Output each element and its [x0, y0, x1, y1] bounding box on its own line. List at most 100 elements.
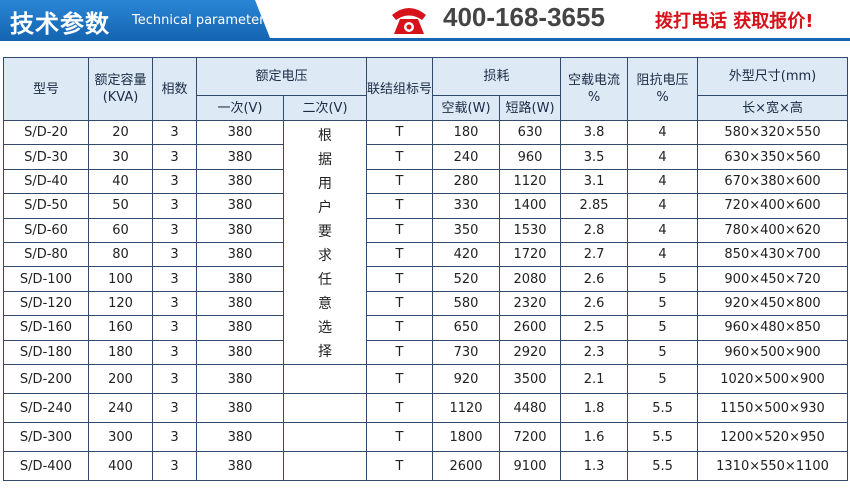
cell: 960×500×900	[697, 339, 849, 366]
cell: 2320	[499, 290, 562, 317]
cell: 670×380×600	[697, 168, 849, 195]
cell: T	[366, 315, 434, 341]
table-row: S/D-300 300 3 380 T 1800 7200 1.6 5.5 1200×520×95…	[3, 422, 849, 452]
cell: 780×400×620	[697, 217, 849, 243]
table-row: S/D-120 120 3 380 T 580 2320 2.6 5 920×450×800	[3, 290, 849, 317]
cell: 200	[88, 364, 153, 394]
cell	[282, 451, 368, 481]
cell: T	[366, 393, 434, 423]
cell: 720×400×600	[697, 193, 849, 219]
cell: 1720	[499, 241, 562, 268]
cell: 1400	[499, 193, 562, 219]
cell: 1.6	[560, 422, 629, 452]
cell: 3	[152, 144, 197, 170]
cell: S/D-120	[3, 290, 89, 317]
cell: 180	[432, 119, 501, 146]
table-row: S/D-200 200 3 380 T 920 3500 2.1 5 1020×500×900	[3, 364, 849, 394]
col-header: 阻抗电压%	[627, 57, 699, 121]
cell	[282, 422, 368, 452]
cell: 5.5	[627, 451, 699, 481]
col-header: 额定容量(KVA)	[88, 57, 153, 121]
cell: S/D-20	[3, 119, 89, 146]
cell: 3	[152, 266, 197, 292]
call-to-action[interactable]: 拨打电话 获取报价!	[655, 11, 814, 32]
cell: 350	[432, 217, 501, 243]
col-header-unit: %	[656, 90, 669, 105]
cell: 60	[88, 217, 153, 243]
cell: 650	[432, 315, 501, 341]
cell: 5	[627, 315, 699, 341]
cell: 3	[152, 364, 197, 394]
table-row: S/D-50 50 3 380 T 330 1400 2.85 4 720×400×600	[3, 193, 849, 219]
table-row: S/D-80 80 3 380 T 420 1720 2.7 4 850×430×700	[3, 241, 849, 268]
cell: 2.7	[560, 241, 629, 268]
cell: 3.5	[560, 144, 629, 170]
cell: 2.6	[560, 290, 629, 317]
phone-number: 400-168-3655	[443, 2, 605, 32]
cell: 280	[432, 168, 501, 195]
cell: 1020×500×900	[697, 364, 849, 394]
cell: 4480	[499, 393, 562, 423]
cell: 380	[196, 168, 284, 195]
col-header-unit: %	[587, 90, 601, 105]
table-row: S/D-240 240 3 380 T 1120 4480 1.8 5.5 1150×500×93…	[3, 393, 849, 423]
cell: 240	[432, 144, 501, 170]
cell: 4	[627, 119, 699, 146]
cell: S/D-200	[3, 364, 89, 394]
col-header-text: 阻抗电压	[636, 73, 689, 88]
cell: S/D-240	[3, 393, 89, 423]
cell: 9100	[499, 451, 562, 481]
col-header: 二次(V)	[282, 95, 368, 121]
cell: 3	[152, 290, 197, 317]
cell: S/D-100	[3, 266, 89, 292]
cell: 3	[152, 241, 197, 268]
cell: 3	[152, 168, 197, 195]
cell: T	[366, 168, 434, 195]
cell: 380	[196, 193, 284, 219]
cell	[282, 393, 368, 423]
cell: T	[366, 217, 434, 243]
col-header-text: 空载电流	[568, 73, 621, 88]
cell: T	[366, 119, 434, 146]
cell: 380	[196, 339, 284, 366]
cell: T	[366, 241, 434, 268]
cell: 1120	[432, 393, 501, 423]
cell: 920	[432, 364, 501, 394]
cell: 4	[627, 168, 699, 195]
col-header: 型号	[3, 57, 89, 121]
cell: 5.5	[627, 422, 699, 452]
cell: 630×350×560	[697, 144, 849, 170]
cell: 380	[196, 364, 284, 394]
col-header: 短路(W)	[499, 95, 562, 121]
cell: 3	[152, 422, 197, 452]
cell: 3	[152, 393, 197, 423]
cell: 80	[88, 241, 153, 268]
cell: 2.8	[560, 217, 629, 243]
table-row: S/D-40 40 3 380 T 280 1120 3.1 4 670×380×600	[3, 168, 849, 195]
table-row: S/D-100 100 3 380 T 520 2080 2.6 5 900×450×720	[3, 266, 849, 292]
col-header: 长×宽×高	[697, 95, 849, 121]
cell: T	[366, 290, 434, 317]
cell: 380	[196, 144, 284, 170]
cell: 2600	[432, 451, 501, 481]
cell: 20	[88, 119, 153, 146]
col-header: 空载电流%	[560, 57, 629, 121]
cell: 1120	[499, 168, 562, 195]
cell: 330	[432, 193, 501, 219]
cell: 920×450×800	[697, 290, 849, 317]
cell: 900×450×720	[697, 266, 849, 292]
col-header: 相数	[152, 57, 197, 121]
cell: 1530	[499, 217, 562, 243]
cell: 1800	[432, 422, 501, 452]
cell: T	[366, 266, 434, 292]
spec-table: 型号 额定容量(KVA) 相数 额定电压 联结组标号 损耗 空载电流% 阻抗电压…	[3, 57, 849, 481]
cell: 5.5	[627, 393, 699, 423]
cell: 50	[88, 193, 153, 219]
cell: S/D-160	[3, 315, 89, 341]
cell: 4	[627, 144, 699, 170]
cell	[282, 364, 368, 394]
header: 技术参数 Technical parameter 400-168-3655 拨打…	[0, 0, 850, 44]
cell: 2.3	[560, 339, 629, 366]
cell: 40	[88, 168, 153, 195]
